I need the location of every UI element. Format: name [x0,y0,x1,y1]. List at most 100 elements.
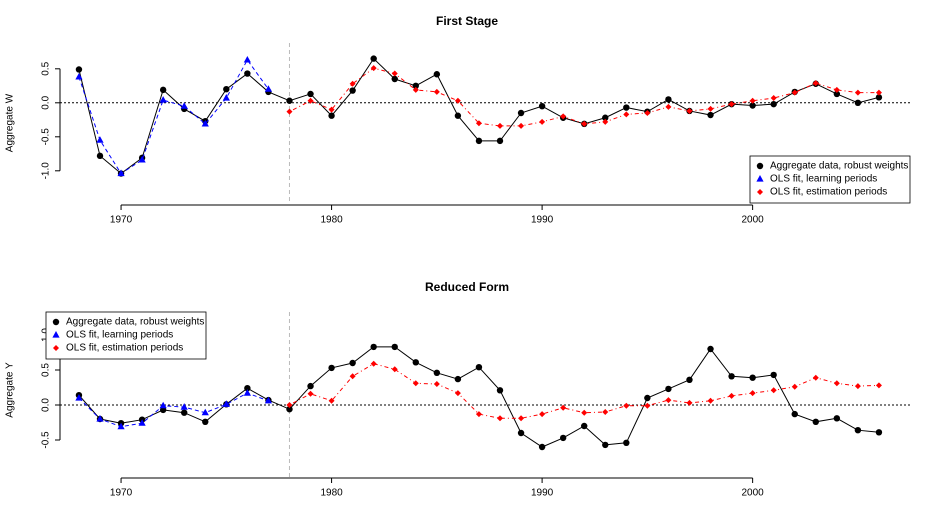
point [475,137,483,145]
point [475,120,482,127]
point [854,89,861,96]
point [749,102,756,109]
point [349,80,356,87]
x-tick-label: 1990 [531,488,554,499]
y-axis-label: Aggregate W [5,93,16,152]
point [538,443,546,451]
point [75,66,83,73]
legend-label: OLS fit, learning periods [770,174,877,185]
point [264,396,273,404]
point [454,97,461,104]
point [770,387,777,394]
point [243,389,251,396]
point [623,111,630,118]
y-tick-label: -0.5 [41,431,52,449]
point [833,380,840,387]
point [644,394,651,402]
point [307,390,314,397]
point [96,152,104,160]
point [159,96,167,103]
x-tick-label: 1980 [320,215,343,226]
point [138,155,146,163]
point [328,364,335,372]
series-line [78,59,269,175]
point [454,390,461,397]
point [665,385,672,393]
legend-label: Aggregate data, robust weights [66,317,204,328]
point [349,373,356,380]
point [791,383,798,390]
point [370,360,377,367]
point [307,90,314,98]
point [875,429,883,436]
point [454,375,462,383]
point [75,394,83,401]
point [159,401,167,409]
point [370,343,377,351]
point [96,415,104,422]
point [602,118,609,125]
point [201,119,209,127]
point [138,419,146,426]
point [665,103,672,110]
point [328,397,335,404]
point [370,55,377,62]
legend-marker [53,345,59,351]
point [770,95,777,102]
x-tick-label: 1990 [531,215,554,226]
point [623,439,630,446]
legend-label: OLS fit, estimation periods [770,187,887,198]
point [875,89,882,96]
point [686,399,693,406]
point [707,111,714,119]
point [686,376,693,383]
series-line [78,392,269,428]
point [812,80,819,87]
point [412,86,419,93]
point [433,369,441,376]
point [728,392,735,399]
point [539,411,546,418]
x-tick-label: 1970 [110,488,133,499]
point [854,383,861,390]
point [518,415,525,422]
point [180,102,188,109]
point [875,382,882,389]
point [391,70,398,77]
y-axis-label: Aggregate Y [5,362,16,418]
point [791,410,798,418]
point [707,105,714,112]
x-tick-label: 2000 [742,215,765,226]
point [623,402,630,409]
x-tick-label: 2000 [742,488,765,499]
y-tick-label: 0.0 [41,398,52,412]
point [728,373,735,380]
point [496,137,504,145]
point [328,106,335,113]
point [539,118,546,125]
point [517,109,525,117]
x-tick-label: 1970 [110,215,133,226]
point [96,136,104,143]
point [391,366,398,373]
point [665,397,672,404]
x-tick-label: 1980 [320,488,343,499]
point [833,415,841,422]
point [244,70,251,77]
point [623,104,630,111]
y-tick-label: 0.5 [41,61,52,75]
legend-marker [756,175,764,182]
point [286,108,293,115]
point [497,122,503,129]
legend-marker [756,162,764,170]
point [475,411,482,418]
point [475,364,483,371]
legend-marker [52,331,60,338]
point [602,441,609,449]
legend-label: OLS fit, learning periods [66,330,173,341]
point [812,418,819,425]
point [433,381,440,387]
point [243,55,251,63]
series-line [289,67,879,127]
point [644,402,651,409]
